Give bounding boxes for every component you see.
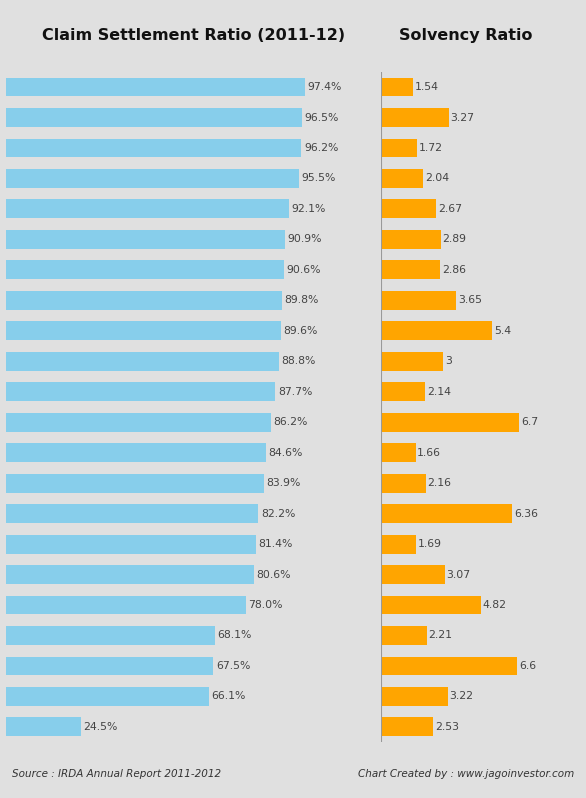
Bar — [381, 626, 427, 645]
Bar — [381, 565, 445, 584]
Bar — [6, 535, 256, 554]
Text: 97.4%: 97.4% — [308, 82, 342, 92]
Text: 1.54: 1.54 — [415, 82, 439, 92]
Bar — [6, 565, 254, 584]
Bar — [6, 717, 81, 737]
Bar — [6, 474, 264, 492]
Bar — [6, 595, 246, 614]
Bar — [381, 657, 517, 675]
Text: 82.2%: 82.2% — [261, 508, 295, 519]
Bar — [6, 504, 258, 523]
Bar — [6, 382, 275, 401]
Text: 1.66: 1.66 — [417, 448, 441, 458]
Bar — [6, 413, 271, 432]
Bar — [381, 687, 448, 706]
Text: 96.2%: 96.2% — [304, 143, 338, 153]
Bar — [6, 230, 285, 249]
Bar — [381, 200, 437, 219]
Bar — [381, 717, 434, 737]
Bar — [6, 139, 301, 157]
Bar — [381, 260, 440, 279]
Bar — [6, 657, 213, 675]
Bar — [6, 322, 281, 340]
Bar — [381, 595, 481, 614]
Text: 90.6%: 90.6% — [287, 265, 321, 275]
Text: 83.9%: 83.9% — [266, 478, 301, 488]
Bar — [6, 352, 279, 371]
Text: 92.1%: 92.1% — [291, 204, 326, 214]
Bar — [381, 413, 519, 432]
Text: 2.16: 2.16 — [427, 478, 451, 488]
Text: Chart Created by : www.jagoinvestor.com: Chart Created by : www.jagoinvestor.com — [358, 769, 574, 779]
Text: 2.86: 2.86 — [442, 265, 466, 275]
Bar — [6, 443, 266, 462]
Text: 3.22: 3.22 — [449, 691, 473, 701]
Text: 2.04: 2.04 — [425, 173, 449, 184]
Text: 89.8%: 89.8% — [284, 295, 319, 306]
Text: 3.27: 3.27 — [450, 113, 474, 123]
Bar — [381, 291, 456, 310]
Text: 3.07: 3.07 — [446, 570, 471, 579]
Text: 88.8%: 88.8% — [281, 356, 316, 366]
Bar — [6, 260, 284, 279]
Text: 3: 3 — [445, 356, 452, 366]
Text: 4.82: 4.82 — [482, 600, 506, 610]
Text: 89.6%: 89.6% — [284, 326, 318, 336]
Text: 1.69: 1.69 — [418, 539, 442, 549]
Text: 86.2%: 86.2% — [273, 417, 308, 427]
Bar — [381, 535, 416, 554]
Text: 87.7%: 87.7% — [278, 387, 312, 397]
Text: 2.53: 2.53 — [435, 722, 459, 732]
Text: Source : IRDA Annual Report 2011-2012: Source : IRDA Annual Report 2011-2012 — [12, 769, 221, 779]
Text: 68.1%: 68.1% — [217, 630, 252, 641]
Bar — [381, 322, 492, 340]
Text: Solvency Ratio: Solvency Ratio — [399, 29, 533, 43]
Text: 66.1%: 66.1% — [212, 691, 246, 701]
Bar — [381, 139, 417, 157]
Bar — [6, 77, 305, 97]
Bar — [6, 200, 289, 219]
Bar — [381, 443, 415, 462]
Text: 67.5%: 67.5% — [216, 661, 250, 671]
Bar — [381, 108, 449, 127]
Text: 6.7: 6.7 — [521, 417, 538, 427]
Text: 81.4%: 81.4% — [258, 539, 293, 549]
Bar — [381, 474, 426, 492]
Bar — [381, 77, 413, 97]
Text: 2.67: 2.67 — [438, 204, 462, 214]
Bar — [6, 626, 215, 645]
Bar — [381, 230, 441, 249]
Text: 5.4: 5.4 — [494, 326, 511, 336]
Text: 80.6%: 80.6% — [256, 570, 291, 579]
Bar — [6, 169, 299, 188]
Bar — [6, 291, 282, 310]
Text: 2.89: 2.89 — [442, 235, 466, 244]
Text: 6.36: 6.36 — [514, 508, 538, 519]
Text: 2.21: 2.21 — [428, 630, 452, 641]
Text: 84.6%: 84.6% — [268, 448, 303, 458]
Text: Claim Settlement Ratio (2011-12): Claim Settlement Ratio (2011-12) — [42, 29, 345, 43]
Text: 6.6: 6.6 — [519, 661, 536, 671]
Bar — [381, 382, 425, 401]
Text: 96.5%: 96.5% — [305, 113, 339, 123]
Text: 90.9%: 90.9% — [288, 235, 322, 244]
Text: 2.14: 2.14 — [427, 387, 451, 397]
Text: 1.72: 1.72 — [418, 143, 442, 153]
Text: 95.5%: 95.5% — [302, 173, 336, 184]
Bar — [6, 687, 209, 706]
Text: 3.65: 3.65 — [458, 295, 482, 306]
Bar — [381, 169, 423, 188]
Bar — [381, 504, 512, 523]
Text: 78.0%: 78.0% — [248, 600, 282, 610]
Text: 24.5%: 24.5% — [84, 722, 118, 732]
Bar — [6, 108, 302, 127]
Bar — [381, 352, 443, 371]
